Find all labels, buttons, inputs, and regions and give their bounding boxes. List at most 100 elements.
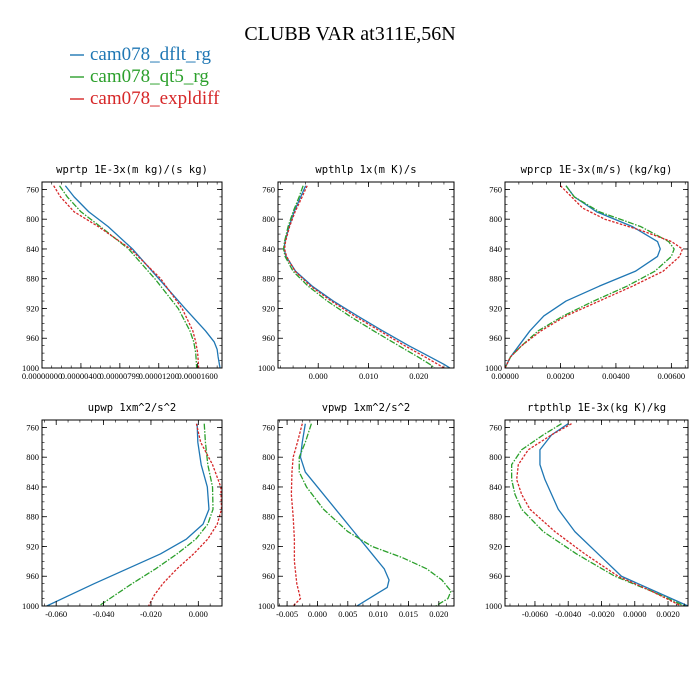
x-tick-label: 0.00000400 [61, 371, 101, 381]
y-tick-label: 800 [262, 214, 275, 224]
y-tick-label: 1000 [258, 601, 275, 611]
panels: wprtp 1E-3x(m kg)/(s kg) 760 800 840 880 920 9… [22, 164, 689, 619]
y-tick-label: 800 [26, 452, 39, 462]
y-tick-label: 1000 [485, 601, 502, 611]
series-line-cam078_qt5_rg [510, 423, 685, 606]
y-tick-label: 840 [489, 244, 502, 254]
panel-2: wpthlp 1x(m K)/s 760 800 840 880 920 960 1000 0.… [258, 164, 455, 381]
y-tick-label: 1000 [22, 601, 39, 611]
x-tick-label: 0.00000 [491, 371, 519, 381]
y-tick-label: 800 [489, 452, 502, 462]
series-line-cam078_expldiff [505, 185, 684, 368]
y-tick-label: 880 [26, 512, 39, 522]
x-tick-label: 0.000 [309, 371, 328, 381]
plot-frame [504, 181, 689, 369]
panel-1: wprtp 1E-3x(m kg)/(s kg) 760 800 840 880 920 9… [22, 164, 223, 381]
plot-frame [504, 419, 689, 607]
series-line-cam078_dflt_rg [283, 185, 451, 368]
series-line-cam078_expldiff [53, 185, 200, 368]
series-group [505, 185, 684, 368]
series-line-cam078_dflt_rg [64, 185, 221, 368]
x-tick-label: 0.00200 [547, 371, 575, 381]
y-tick-label: 920 [262, 303, 275, 313]
y-tick-label: 1000 [22, 363, 39, 373]
series-group [510, 423, 688, 606]
y-tick-label: 800 [262, 452, 275, 462]
series-group [290, 423, 452, 606]
legend-entry: cam078_dflt_rg [70, 44, 212, 65]
panel-4: upwp 1xm^2/s^2 760 800 840 880 920 960 1000 -0.0… [22, 402, 223, 619]
y-tick-label: 960 [262, 571, 275, 581]
x-tick-label: 0.005 [338, 609, 357, 619]
series-group [282, 185, 451, 368]
x-tick-label: -0.060 [45, 609, 67, 619]
series-line-cam078_qt5_rg [58, 185, 198, 368]
x-tick-label: 0.000 [308, 609, 327, 619]
legend-entry: cam078_expldiff [70, 88, 220, 109]
x-tick-label: -0.020 [140, 609, 162, 619]
x-tick-label: 0.0000 [623, 609, 646, 619]
y-tick-label: 920 [26, 541, 39, 551]
y-tick-label: 760 [489, 184, 502, 194]
y-tick-label: 880 [489, 512, 502, 522]
legend-label: cam078_expldiff [90, 88, 220, 109]
series-line-cam078_qt5_rg [282, 185, 436, 368]
y-tick-label: 960 [489, 333, 502, 343]
panel-3: wprcp 1E-3x(m/s) (kg/kg) 760 800 840 880 920 9… [485, 164, 689, 381]
y-tick-label: 960 [262, 333, 275, 343]
x-tick-label: -0.0020 [588, 609, 614, 619]
series-group [53, 185, 221, 368]
y-tick-label: 840 [489, 482, 502, 492]
y-tick-label: 880 [489, 274, 502, 284]
x-tick-label: -0.040 [93, 609, 115, 619]
x-tick-label: 0.015 [399, 609, 418, 619]
figure-title: CLUBB VAR at311E,56N [244, 23, 455, 45]
series-line-cam078_qt5_rg [298, 423, 452, 606]
x-tick-label: -0.005 [276, 609, 298, 619]
series-line-cam078_expldiff [148, 423, 222, 606]
panel-title: vpwp 1xm^2/s^2 [322, 402, 411, 414]
legend: cam078_dflt_rgcam078_qt5_rgcam078_expldi… [70, 44, 220, 109]
y-tick-label: 880 [26, 274, 39, 284]
x-tick-label: 0.0020 [656, 609, 679, 619]
y-tick-label: 840 [26, 482, 39, 492]
series-line-cam078_expldiff [516, 423, 682, 606]
x-tick-label: 0.000 [189, 609, 208, 619]
y-tick-label: 760 [262, 184, 275, 194]
series-group [46, 423, 222, 606]
legend-label: cam078_dflt_rg [90, 44, 212, 65]
series-line-cam078_dflt_rg [539, 423, 688, 606]
legend-label: cam078_qt5_rg [90, 66, 209, 87]
y-tick-label: 760 [262, 422, 275, 432]
x-tick-label: 0.010 [359, 371, 378, 381]
panel-6: rtpthlp 1E-3x(kg K)/kg 760 800 840 880 920 960… [485, 402, 689, 619]
y-tick-label: 1000 [485, 363, 502, 373]
y-tick-label: 920 [262, 541, 275, 551]
y-tick-label: 760 [26, 422, 39, 432]
x-tick-label: 0.010 [369, 609, 388, 619]
panel-title: wpthlp 1x(m K)/s [315, 164, 416, 176]
legend-entry: cam078_qt5_rg [70, 66, 209, 87]
series-line-cam078_qt5_rg [98, 423, 214, 606]
series-line-cam078_dflt_rg [505, 185, 661, 368]
y-tick-label: 920 [26, 303, 39, 313]
y-tick-label: 960 [26, 333, 39, 343]
y-tick-label: 1000 [258, 363, 275, 373]
panel-title: rtpthlp 1E-3x(kg K)/kg [527, 402, 666, 414]
y-tick-label: 800 [489, 214, 502, 224]
y-tick-label: 800 [26, 214, 39, 224]
y-tick-label: 840 [262, 244, 275, 254]
series-line-cam078_expldiff [283, 185, 445, 368]
panel-title: wprcp 1E-3x(m/s) (kg/kg) [521, 164, 673, 176]
plot-frame [277, 419, 455, 607]
plot-frame [277, 181, 455, 369]
y-tick-label: 960 [489, 571, 502, 581]
series-line-cam078_dflt_rg [46, 423, 210, 606]
plot-frame [41, 419, 223, 607]
y-tick-label: 760 [489, 422, 502, 432]
y-tick-label: 920 [489, 541, 502, 551]
x-tick-label: 0.00000799 [100, 371, 140, 381]
x-tick-label: 0.020 [429, 609, 448, 619]
x-tick-label: 0.00400 [602, 371, 630, 381]
